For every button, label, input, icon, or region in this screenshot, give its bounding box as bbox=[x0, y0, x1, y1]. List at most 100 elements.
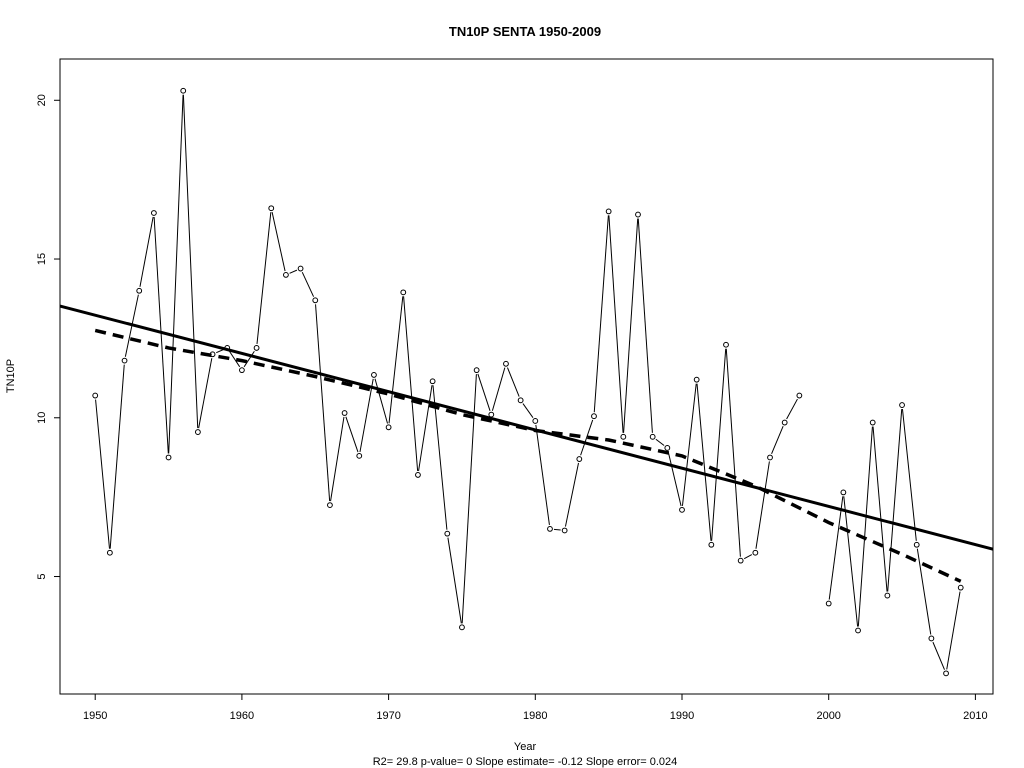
observed-point bbox=[869, 419, 876, 426]
observed-line-segment bbox=[564, 462, 579, 527]
x-tick-label: 1980 bbox=[523, 710, 547, 722]
observed-point bbox=[517, 397, 524, 404]
y-axis: 5 10 15 20 bbox=[36, 94, 60, 580]
observed-line-segment bbox=[229, 350, 241, 368]
observed-line-segment bbox=[872, 426, 888, 592]
observed-point bbox=[371, 372, 377, 378]
observed-point bbox=[459, 624, 465, 631]
observed-line-segment bbox=[771, 426, 784, 454]
observed-line-segment bbox=[608, 215, 624, 433]
observed-point bbox=[136, 287, 143, 294]
observed-line-segment bbox=[388, 296, 404, 424]
observed-line-segment bbox=[168, 94, 184, 454]
observed-line-segment bbox=[109, 364, 125, 549]
observed-line-segment bbox=[786, 398, 798, 420]
x-tick-label: 1970 bbox=[376, 710, 400, 722]
observed-point bbox=[503, 360, 509, 367]
observed-line-segment bbox=[256, 212, 272, 344]
observed-point bbox=[356, 452, 363, 459]
observed-line-segment bbox=[655, 438, 665, 446]
observed-point bbox=[165, 454, 172, 461]
observed-point bbox=[591, 413, 597, 420]
y-tick-label: 10 bbox=[36, 412, 48, 424]
observed-line-segment bbox=[755, 461, 770, 549]
observed-line-segment bbox=[743, 554, 753, 560]
observed-point bbox=[341, 410, 348, 416]
observed-point bbox=[781, 419, 788, 426]
observed-point bbox=[605, 208, 612, 215]
observed-point bbox=[649, 433, 656, 440]
observed-point bbox=[708, 541, 715, 548]
observed-line-segment bbox=[139, 216, 154, 287]
observed-point bbox=[796, 392, 803, 399]
observed-point bbox=[415, 472, 421, 478]
chart-title: TN10P SENTA 1950-2009 bbox=[449, 24, 601, 39]
series-layer bbox=[59, 87, 994, 677]
smoothed-trend-line bbox=[94, 328, 962, 583]
observed-point bbox=[884, 592, 891, 599]
observed-line-segment bbox=[932, 641, 945, 670]
observed-line-segment bbox=[725, 348, 741, 557]
observed-line-segment bbox=[637, 218, 653, 433]
observed-point bbox=[957, 584, 964, 591]
observed-line-segment bbox=[271, 212, 286, 272]
observed-point bbox=[825, 600, 832, 607]
x-tick-label: 2000 bbox=[816, 710, 840, 722]
observed-line-segment bbox=[289, 269, 298, 274]
observed-point bbox=[855, 627, 861, 634]
observed-line-segment bbox=[243, 350, 255, 368]
observed-line-segment bbox=[345, 416, 359, 453]
observed-line-segment bbox=[447, 537, 462, 624]
observed-line-segment bbox=[696, 383, 712, 541]
observed-point bbox=[913, 541, 920, 548]
observed-line-segment bbox=[681, 383, 697, 506]
observed-point bbox=[121, 357, 128, 364]
observed-line-segment bbox=[623, 218, 639, 433]
observed-line-segment bbox=[301, 271, 315, 297]
x-tick-label: 1950 bbox=[83, 710, 107, 722]
observed-line-segment bbox=[182, 94, 199, 429]
observed-line-segment bbox=[359, 378, 374, 453]
observed-point bbox=[532, 418, 539, 424]
observed-point bbox=[385, 424, 392, 431]
observed-point bbox=[488, 411, 495, 418]
observed-point bbox=[943, 670, 949, 677]
observed-point bbox=[928, 635, 935, 642]
observed-point bbox=[92, 392, 99, 399]
y-axis-label: TN10P bbox=[5, 359, 17, 393]
observed-line-segment bbox=[535, 424, 550, 526]
observed-point bbox=[767, 454, 773, 461]
observed-line-segment bbox=[153, 216, 169, 454]
observed-point bbox=[679, 506, 685, 513]
x-tick-label: 1990 bbox=[670, 710, 694, 722]
observed-line-segment bbox=[432, 385, 448, 530]
observed-line-segment bbox=[403, 296, 419, 471]
plot-frame bbox=[59, 58, 994, 695]
observed-line-segment bbox=[946, 591, 961, 670]
y-tick-label: 15 bbox=[36, 253, 48, 265]
observed-line-segment bbox=[330, 416, 345, 502]
observed-point bbox=[576, 456, 583, 462]
x-axis: 1950 1960 1970 1980 1990 2000 2010 bbox=[83, 694, 988, 722]
observed-line-segment bbox=[477, 373, 491, 411]
observed-line-segment bbox=[418, 385, 433, 472]
observed-point bbox=[194, 429, 201, 435]
observed-point bbox=[723, 341, 729, 348]
observed-line-segment bbox=[506, 367, 520, 397]
x-tick-label: 2010 bbox=[963, 710, 987, 722]
observed-line-segment bbox=[522, 403, 534, 418]
observed-line-segment bbox=[887, 409, 903, 592]
observed-point bbox=[473, 367, 480, 374]
observed-point bbox=[547, 526, 553, 532]
observed-line-segment bbox=[491, 367, 506, 411]
observed-point bbox=[737, 557, 744, 564]
observed-line-segment bbox=[374, 378, 389, 424]
observed-line-segment bbox=[95, 399, 111, 549]
observed-point bbox=[664, 445, 671, 451]
observed-line-segment bbox=[216, 349, 224, 354]
observed-point bbox=[752, 549, 759, 556]
observed-point bbox=[268, 205, 275, 212]
observed-point bbox=[561, 527, 568, 534]
observed-point bbox=[620, 433, 627, 440]
